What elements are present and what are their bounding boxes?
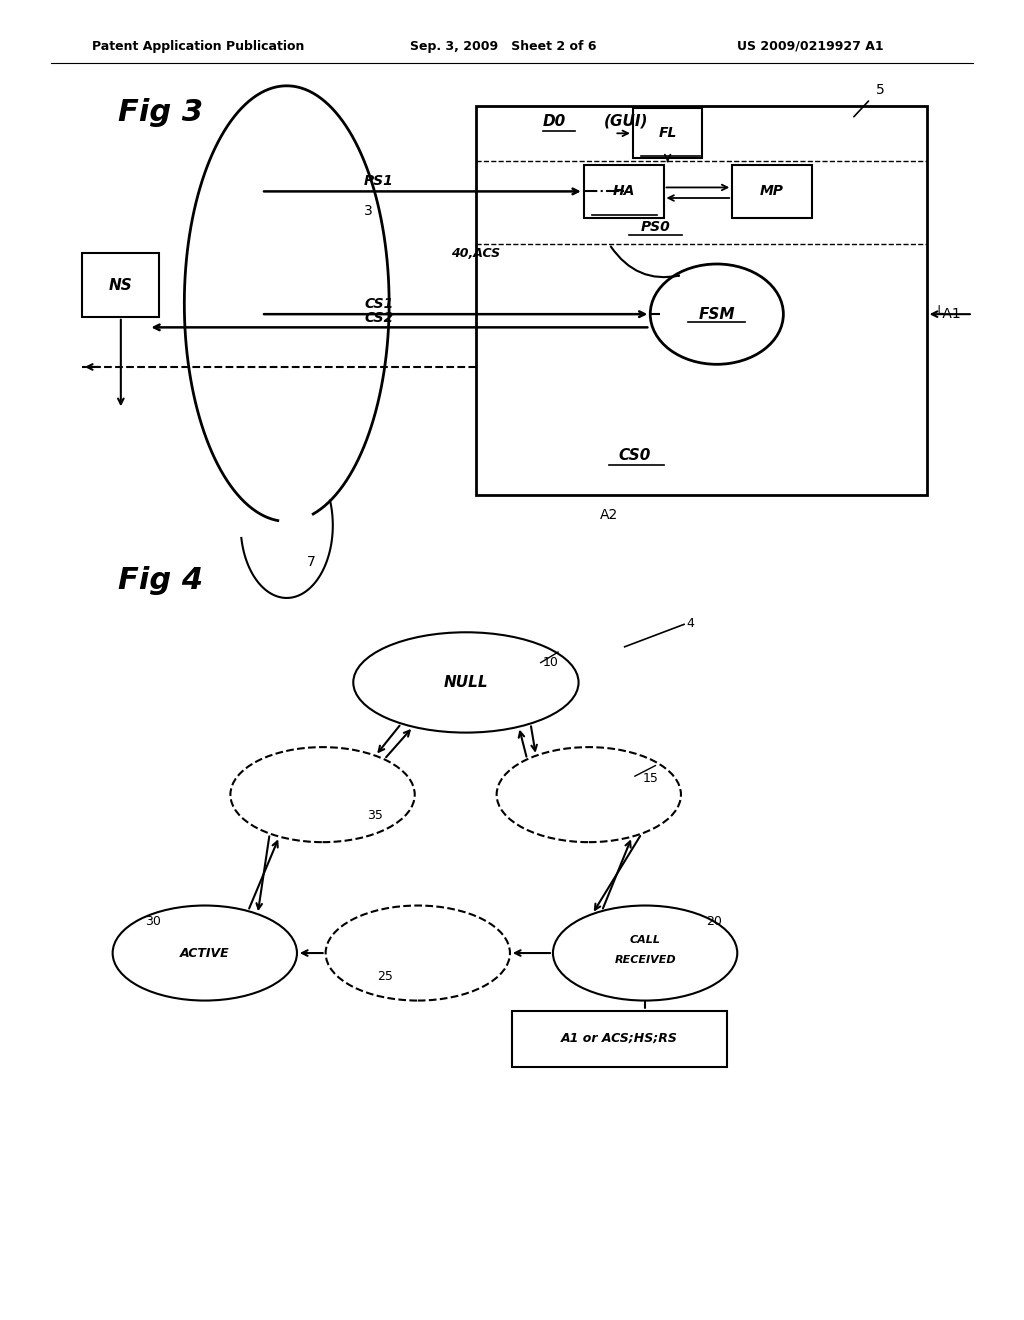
Text: (GUI): (GUI) xyxy=(604,114,648,129)
Text: US 2009/0219927 A1: US 2009/0219927 A1 xyxy=(737,40,884,53)
Ellipse shape xyxy=(230,747,415,842)
Text: 20: 20 xyxy=(707,915,723,928)
Text: 5: 5 xyxy=(876,83,885,96)
Text: CS1: CS1 xyxy=(365,297,393,310)
FancyBboxPatch shape xyxy=(82,253,159,317)
Text: 30: 30 xyxy=(145,915,162,928)
Ellipse shape xyxy=(113,906,297,1001)
Text: HA: HA xyxy=(612,185,635,198)
Text: RECEIVED: RECEIVED xyxy=(614,954,676,965)
Text: CS0: CS0 xyxy=(618,447,651,463)
Text: Fig 3: Fig 3 xyxy=(118,98,203,127)
FancyArrowPatch shape xyxy=(611,247,679,277)
Text: CS2: CS2 xyxy=(365,312,393,325)
Text: ACTIVE: ACTIVE xyxy=(180,946,229,960)
Text: MP: MP xyxy=(760,185,784,198)
Text: 7: 7 xyxy=(307,556,316,569)
Ellipse shape xyxy=(553,906,737,1001)
Text: Fig 4: Fig 4 xyxy=(118,566,203,595)
Text: Sep. 3, 2009   Sheet 2 of 6: Sep. 3, 2009 Sheet 2 of 6 xyxy=(410,40,596,53)
Text: 15: 15 xyxy=(643,772,659,785)
Text: CALL: CALL xyxy=(630,935,660,945)
Text: 10: 10 xyxy=(543,656,559,669)
Text: 4: 4 xyxy=(686,616,694,630)
Text: FL: FL xyxy=(658,127,677,140)
Text: Patent Application Publication: Patent Application Publication xyxy=(92,40,304,53)
FancyBboxPatch shape xyxy=(476,106,927,495)
Ellipse shape xyxy=(353,632,579,733)
Text: 25: 25 xyxy=(377,970,393,983)
Text: 35: 35 xyxy=(367,809,383,822)
FancyBboxPatch shape xyxy=(584,165,664,218)
Text: 40,ACS: 40,ACS xyxy=(451,247,500,260)
Ellipse shape xyxy=(497,747,681,842)
Text: A1 or ACS;HS;RS: A1 or ACS;HS;RS xyxy=(561,1032,678,1045)
FancyBboxPatch shape xyxy=(512,1011,727,1067)
Text: D0: D0 xyxy=(543,114,566,129)
Text: NULL: NULL xyxy=(443,675,488,690)
FancyBboxPatch shape xyxy=(633,108,702,158)
Ellipse shape xyxy=(650,264,783,364)
Text: 3: 3 xyxy=(364,205,373,218)
Text: FSM: FSM xyxy=(698,306,735,322)
Text: PS1: PS1 xyxy=(364,174,394,187)
Ellipse shape xyxy=(326,906,510,1001)
Text: PS0: PS0 xyxy=(640,220,671,234)
FancyBboxPatch shape xyxy=(732,165,812,218)
Text: NS: NS xyxy=(109,277,132,293)
Text: A2: A2 xyxy=(600,508,618,521)
Text: └A1: └A1 xyxy=(934,308,961,321)
